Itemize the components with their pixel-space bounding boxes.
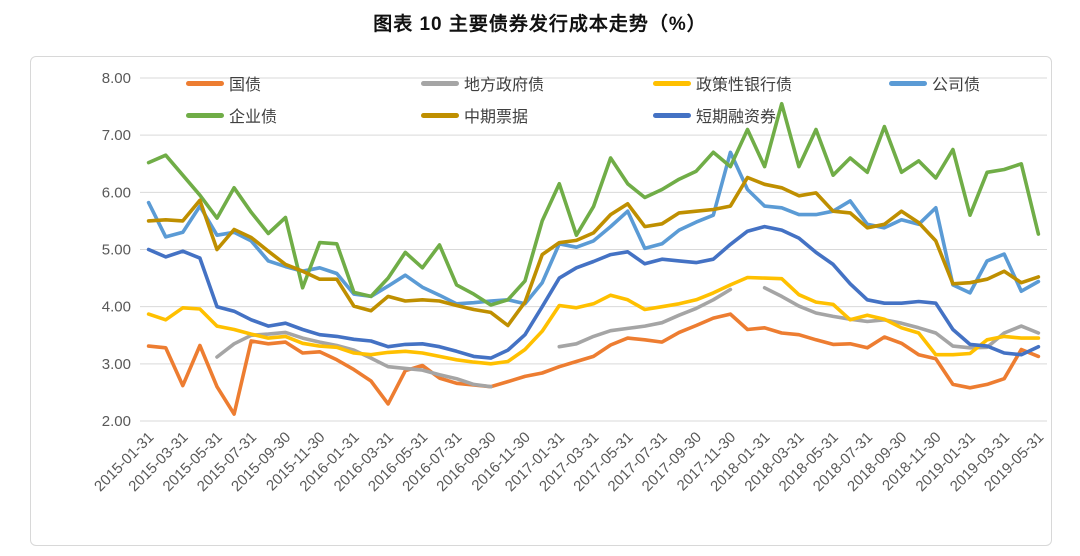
legend-item-中期票据: 中期票据: [421, 105, 529, 126]
legend-swatch-icon: [653, 80, 691, 86]
legend-label: 中期票据: [464, 109, 529, 126]
legend-swatch-icon: [186, 112, 224, 118]
series-line-中期票据: [146, 175, 1041, 328]
legend-item-短期融资券: 短期融资券: [653, 105, 777, 126]
y-tick-label: 4.00: [102, 299, 131, 316]
legend-swatch-icon: [186, 80, 224, 86]
legend-label: 企业债: [229, 109, 278, 126]
y-tick-label: 7.00: [102, 127, 131, 144]
legend-label: 公司债: [932, 77, 981, 94]
series-line-短期融资券: [146, 224, 1041, 360]
legend-label: 短期融资券: [696, 109, 777, 126]
chart-title: 图表 10 主要债券发行成本走势（%）: [373, 14, 707, 35]
y-tick-label: 6.00: [102, 184, 131, 201]
legend-item-地方政府债: 地方政府债: [421, 73, 545, 94]
chart-card: 8.00 7.00 6.00 5.00 4.00 3.00 2.00 2015-01-31 20…: [30, 56, 1052, 546]
legend-swatch-icon: [421, 80, 459, 86]
series-line-国债: [146, 312, 1041, 416]
legend-swatch-icon: [889, 80, 927, 86]
legend-item-政策性银行债: 政策性银行债: [653, 73, 793, 94]
y-tick-label: 2.00: [102, 413, 131, 430]
y-tick-label: 5.00: [102, 242, 131, 259]
line-chart: 8.007.006.005.004.003.002.002015-01-3120…: [91, 70, 1047, 495]
legend-item-公司债: 公司债: [889, 73, 981, 94]
series-line-企业债: [146, 101, 1041, 307]
series-line-政策性银行债: [146, 275, 1041, 366]
legend-label: 地方政府债: [464, 77, 545, 94]
legend-item-国债: 国债: [186, 73, 262, 94]
legend-swatch-icon: [421, 112, 459, 118]
y-tick-label: 3.00: [102, 356, 131, 373]
legend-label: 政策性银行债: [696, 77, 793, 94]
legend-item-企业债: 企业债: [186, 105, 278, 126]
legend-label: 国债: [229, 77, 262, 94]
series-line-地方政府债: [215, 286, 1041, 389]
series-line-公司债: [146, 150, 1041, 306]
y-tick-label: 8.00: [102, 70, 131, 87]
legend-swatch-icon: [653, 112, 691, 118]
